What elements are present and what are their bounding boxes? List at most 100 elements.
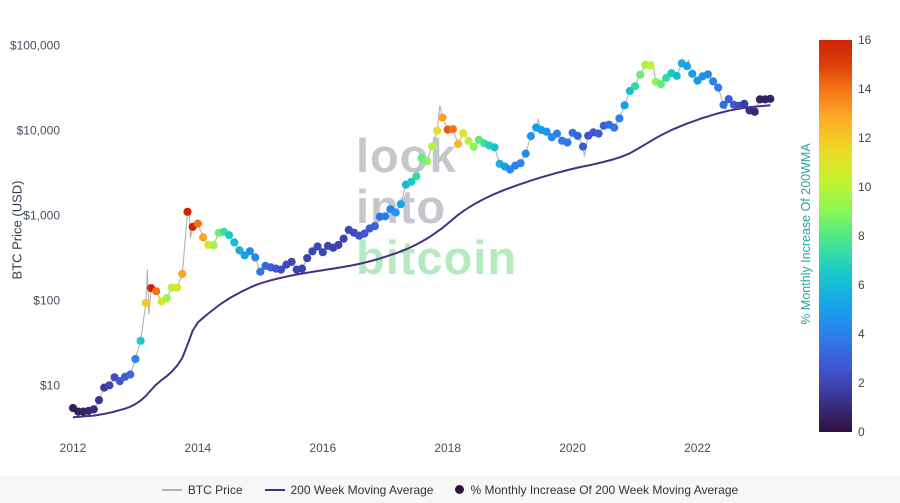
- data-point[interactable]: [469, 142, 478, 151]
- data-point[interactable]: [610, 123, 619, 132]
- data-point[interactable]: [412, 172, 421, 181]
- data-point[interactable]: [178, 269, 187, 279]
- data-point[interactable]: [256, 267, 265, 276]
- data-point[interactable]: [620, 101, 629, 110]
- legend-label-200wma: 200 Week Moving Average: [290, 482, 434, 497]
- data-point[interactable]: [334, 240, 343, 250]
- data-point[interactable]: [141, 298, 150, 308]
- data-point[interactable]: [563, 138, 572, 147]
- data-point[interactable]: [521, 149, 530, 158]
- data-point[interactable]: [454, 139, 463, 148]
- data-point[interactable]: [94, 396, 104, 405]
- data-point[interactable]: [183, 207, 192, 216]
- data-point[interactable]: [407, 177, 416, 186]
- svg-text:4: 4: [858, 327, 865, 341]
- legend-item-200wma[interactable]: 200 Week Moving Average: [264, 482, 434, 497]
- data-point[interactable]: [662, 73, 671, 82]
- data-point[interactable]: [688, 69, 697, 78]
- chart-legend: BTC Price 200 Week Moving Average % Mont…: [0, 476, 900, 503]
- data-point[interactable]: [230, 238, 239, 247]
- data-point[interactable]: [709, 77, 718, 86]
- data-point[interactable]: [277, 265, 286, 274]
- data-point[interactable]: [594, 129, 603, 138]
- data-point[interactable]: [136, 336, 145, 345]
- data-point[interactable]: [303, 254, 312, 263]
- data-point[interactable]: [682, 62, 692, 71]
- data-point[interactable]: [578, 142, 588, 151]
- data-point[interactable]: [209, 241, 218, 250]
- data-point[interactable]: [552, 129, 562, 138]
- svg-text:$10: $10: [40, 378, 60, 392]
- data-point[interactable]: [740, 99, 749, 108]
- data-point[interactable]: [615, 114, 624, 123]
- data-point[interactable]: [251, 253, 260, 262]
- data-point[interactable]: [313, 242, 322, 251]
- data-point[interactable]: [193, 219, 202, 228]
- data-point[interactable]: [318, 248, 327, 257]
- data-point[interactable]: [490, 143, 499, 152]
- y-axis: $10 $100 $1,000 $10,000 $100,000: [10, 38, 60, 392]
- data-point[interactable]: [152, 287, 161, 296]
- data-point[interactable]: [433, 126, 442, 135]
- data-point[interactable]: [89, 405, 98, 414]
- data-point[interactable]: [297, 264, 307, 273]
- data-point[interactable]: [162, 294, 171, 303]
- svg-text:$1,000: $1,000: [23, 208, 60, 222]
- data-point[interactable]: [381, 212, 390, 221]
- btc-price-line: [72, 59, 771, 413]
- data-point[interactable]: [245, 247, 254, 256]
- svg-text:16: 16: [858, 33, 872, 47]
- data-point[interactable]: [724, 95, 733, 104]
- data-point[interactable]: [573, 131, 582, 140]
- data-point[interactable]: [308, 247, 317, 256]
- data-point[interactable]: [542, 127, 551, 136]
- data-point[interactable]: [396, 200, 405, 209]
- data-point[interactable]: [428, 142, 437, 151]
- monthly-increase-swatch: [455, 485, 465, 494]
- data-point[interactable]: [526, 132, 536, 141]
- data-point[interactable]: [625, 86, 634, 96]
- data-point[interactable]: [630, 82, 640, 91]
- data-point[interactable]: [105, 381, 114, 390]
- svg-text:0: 0: [858, 425, 865, 439]
- data-point[interactable]: [750, 107, 759, 116]
- data-point[interactable]: [448, 125, 457, 134]
- svg-text:2018: 2018: [434, 441, 461, 455]
- data-point[interactable]: [719, 100, 728, 109]
- data-point[interactable]: [459, 129, 468, 138]
- svg-text:$100,000: $100,000: [10, 38, 60, 52]
- data-point[interactable]: [516, 159, 525, 168]
- colorbar: 0 2 4 6 8 10 12 14 16: [819, 33, 872, 439]
- data-point[interactable]: [672, 71, 681, 80]
- data-point[interactable]: [131, 354, 140, 364]
- y-axis-title: BTC Price (USD): [9, 180, 25, 280]
- legend-label-btc-price: BTC Price: [187, 482, 243, 497]
- svg-text:$10,000: $10,000: [17, 123, 61, 137]
- data-point[interactable]: [714, 83, 723, 92]
- data-point[interactable]: [766, 94, 775, 103]
- data-point[interactable]: [391, 208, 400, 217]
- data-point[interactable]: [703, 70, 713, 79]
- legend-item-monthly-increase[interactable]: % Monthly Increase Of 200 Week Moving Av…: [455, 483, 738, 497]
- data-point[interactable]: [235, 246, 244, 255]
- data-point[interactable]: [656, 80, 666, 89]
- data-point[interactable]: [126, 370, 135, 379]
- data-point[interactable]: [370, 222, 379, 231]
- data-point[interactable]: [422, 156, 431, 166]
- data-point[interactable]: [636, 70, 645, 79]
- data-point[interactable]: [339, 234, 348, 243]
- heatmap-dots: [68, 59, 775, 416]
- wma-200-line: [72, 104, 771, 419]
- data-point[interactable]: [464, 136, 473, 146]
- data-point[interactable]: [199, 233, 208, 242]
- legend-label-monthly-increase: % Monthly Increase Of 200 Week Moving Av…: [470, 482, 739, 497]
- data-point[interactable]: [360, 229, 369, 238]
- legend-item-btc-price[interactable]: BTC Price: [161, 482, 243, 497]
- data-point[interactable]: [438, 113, 447, 122]
- svg-text:12: 12: [858, 131, 872, 145]
- data-point[interactable]: [646, 61, 655, 70]
- data-point[interactable]: [225, 231, 234, 240]
- data-point[interactable]: [173, 283, 182, 292]
- data-point[interactable]: [287, 257, 296, 266]
